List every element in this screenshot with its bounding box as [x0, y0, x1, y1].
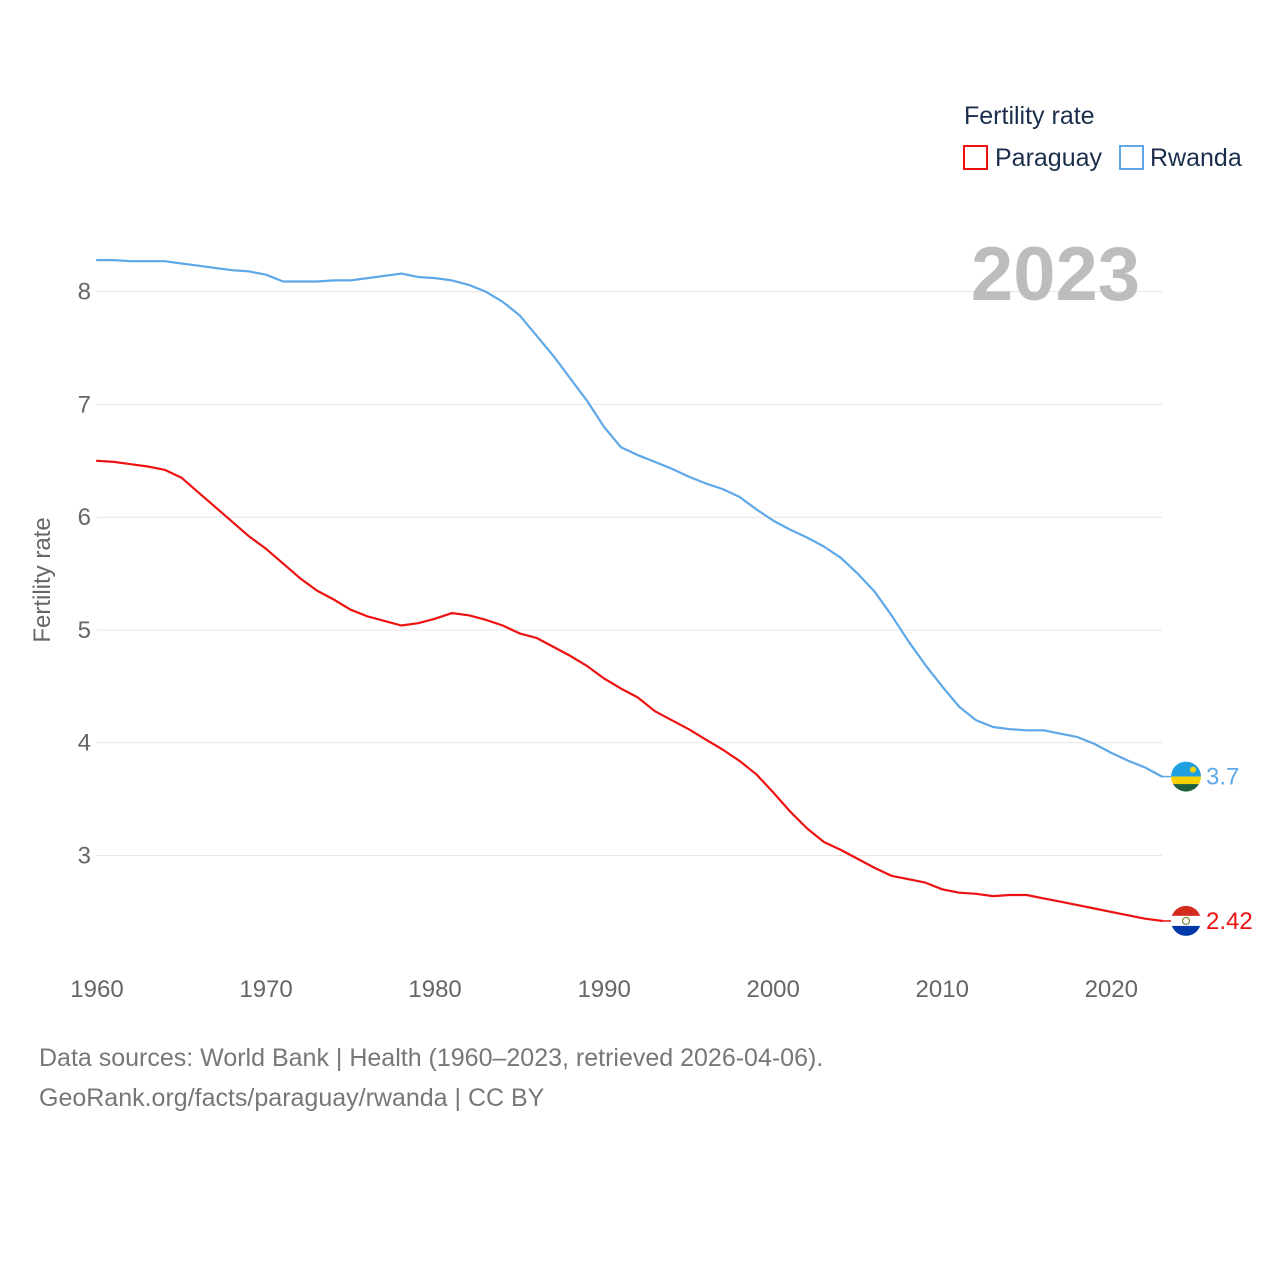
rwanda-flag-icon — [1171, 761, 1201, 792]
legend-swatch-rwanda — [1119, 145, 1144, 170]
x-tick-label: 2000 — [746, 976, 799, 1003]
y-tick-label: 3 — [78, 843, 91, 870]
y-tick-label: 6 — [78, 504, 91, 531]
y-tick-label: 8 — [78, 279, 91, 306]
footer-attribution[interactable]: GeoRank.org/facts/paraguay/rwanda | CC B… — [39, 1084, 545, 1112]
series-end-markers: 2.42 3.7 — [1162, 761, 1253, 936]
end-value-label-rwanda: 3.7 — [1206, 764, 1239, 791]
series-line-paraguay[interactable] — [95, 459, 1164, 923]
series-line-rwanda[interactable] — [95, 259, 1164, 778]
x-tick-label: 1980 — [408, 976, 461, 1003]
y-tick-label: 7 — [78, 391, 91, 418]
legend-swatch-paraguay — [963, 145, 988, 170]
legend-item-paraguay[interactable]: Paraguay — [963, 144, 1103, 172]
x-tick-label: 1970 — [239, 976, 292, 1003]
y-tick-label: 4 — [78, 730, 91, 757]
x-axis-ticks: 1960 1970 1980 1990 2000 2010 2020 — [70, 976, 1138, 1003]
legend-title: Fertility rate — [964, 102, 1095, 130]
legend-label-paraguay: Paraguay — [995, 144, 1103, 172]
x-tick-label: 2020 — [1085, 976, 1138, 1003]
x-tick-label: 2010 — [916, 976, 969, 1003]
legend-label-rwanda: Rwanda — [1150, 144, 1242, 172]
x-tick-label: 1960 — [70, 976, 123, 1003]
legend-item-rwanda[interactable]: Rwanda — [1119, 144, 1242, 172]
paraguay-flag-icon — [1171, 905, 1201, 936]
x-tick-label: 1990 — [577, 976, 630, 1003]
y-axis-label: Fertility rate — [29, 517, 56, 642]
y-axis-ticks: 3 4 5 6 7 8 — [78, 279, 91, 870]
series-layer — [95, 259, 1164, 923]
y-tick-label: 5 — [78, 617, 91, 644]
year-label: 2023 — [971, 232, 1140, 317]
end-value-label-paraguay: 2.42 — [1206, 908, 1253, 935]
footer-sources: Data sources: World Bank | Health (1960–… — [39, 1044, 824, 1072]
grid-layer — [97, 291, 1162, 857]
legend: Fertility rate Paraguay Rwanda — [963, 102, 1242, 172]
